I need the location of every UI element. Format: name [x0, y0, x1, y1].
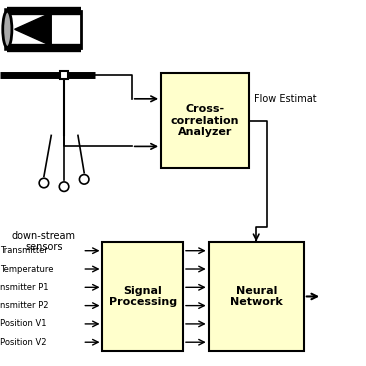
Text: Temperature: Temperature: [0, 265, 53, 273]
Text: Cross-
correlation
Analyzer: Cross- correlation Analyzer: [171, 104, 239, 137]
Text: Position V1: Position V1: [0, 320, 46, 328]
Circle shape: [59, 182, 69, 191]
Bar: [60, 71, 68, 79]
Text: Position V2: Position V2: [0, 338, 46, 347]
Polygon shape: [15, 13, 51, 46]
Bar: [102, 242, 183, 351]
Text: down-stream
sensors: down-stream sensors: [12, 231, 76, 252]
Text: Flow Estimat: Flow Estimat: [254, 94, 317, 104]
Circle shape: [79, 175, 89, 184]
Ellipse shape: [3, 11, 12, 48]
Text: nsmitter P1: nsmitter P1: [0, 283, 49, 292]
Text: nsmitter P2: nsmitter P2: [0, 301, 49, 310]
Text: Transmitter: Transmitter: [0, 246, 48, 255]
Text: Neural
Network: Neural Network: [230, 285, 283, 307]
Bar: [209, 242, 304, 351]
Text: Signal
Processing: Signal Processing: [109, 285, 177, 307]
Circle shape: [39, 178, 49, 188]
Bar: [161, 73, 249, 168]
